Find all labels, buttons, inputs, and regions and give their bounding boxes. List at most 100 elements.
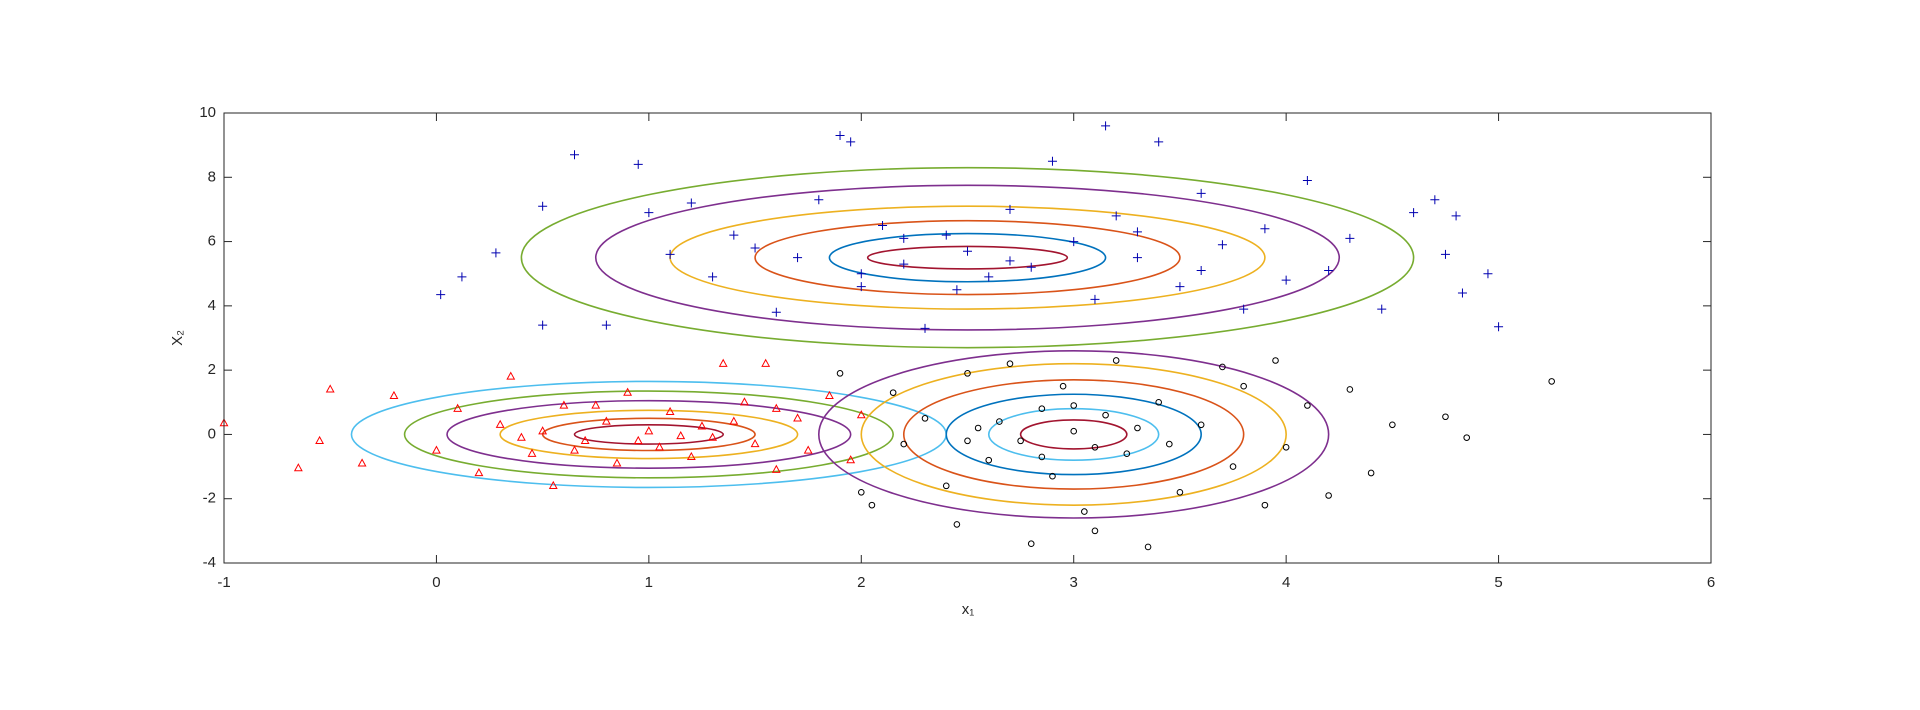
data-point — [1132, 227, 1142, 237]
data-point — [538, 426, 548, 435]
data-point — [750, 439, 760, 448]
data-point — [1166, 440, 1173, 448]
data-point — [1440, 249, 1450, 259]
data-point — [1026, 262, 1036, 272]
y-tick-label: 8 — [208, 168, 216, 185]
data-point — [1229, 463, 1237, 470]
data-point — [580, 435, 590, 444]
data-point — [771, 307, 781, 317]
data-point — [1081, 508, 1088, 515]
data-point — [633, 435, 643, 444]
data-point — [591, 400, 601, 409]
contour-ellipse — [860, 362, 1287, 506]
contour-ellipse — [866, 245, 1069, 270]
data-point — [729, 416, 739, 425]
data-point — [1049, 472, 1056, 480]
contour-ellipse — [754, 219, 1181, 296]
contour-ellipse — [594, 184, 1341, 331]
data-point — [1239, 304, 1249, 314]
contour-ellipse — [828, 232, 1107, 283]
data-point — [1134, 424, 1141, 432]
data-point — [1483, 269, 1493, 279]
data-point — [964, 370, 971, 377]
data-point — [921, 415, 929, 422]
data-point — [633, 159, 643, 169]
data-point — [1457, 288, 1467, 298]
data-point — [623, 387, 633, 396]
data-point — [538, 201, 548, 211]
data-point — [1090, 294, 1100, 304]
data-point — [612, 458, 622, 467]
data-point — [953, 521, 961, 528]
y-tick-label: 6 — [208, 233, 216, 250]
data-point — [857, 489, 865, 496]
data-point — [1302, 176, 1312, 185]
data-point — [974, 424, 982, 432]
data-point — [601, 320, 611, 330]
data-point — [920, 323, 930, 333]
axes-box — [223, 112, 1712, 564]
data-point — [793, 413, 802, 422]
data-point — [771, 464, 781, 473]
data-point — [868, 501, 876, 509]
data-point — [1367, 469, 1375, 477]
data-point — [570, 445, 579, 454]
y-tick-label: 4 — [208, 297, 216, 314]
data-point — [516, 432, 526, 441]
data-point — [1112, 357, 1120, 364]
data-point — [1261, 501, 1269, 509]
data-point — [846, 455, 856, 464]
data-point — [1217, 240, 1227, 250]
x-axis-label: x₁ — [962, 601, 975, 618]
data-point — [963, 246, 972, 256]
data-point — [1154, 137, 1164, 147]
data-point — [293, 463, 303, 472]
data-point — [718, 358, 728, 367]
data-point — [1260, 224, 1270, 234]
data-point — [1123, 450, 1131, 457]
data-point — [1070, 402, 1078, 409]
data-point — [708, 272, 718, 282]
contour-ellipse — [499, 409, 799, 460]
data-point — [1409, 208, 1419, 218]
data-point — [1272, 357, 1279, 364]
x-tick-label: -1 — [217, 574, 230, 591]
data-point — [1070, 427, 1078, 435]
data-point — [708, 432, 718, 441]
data-point — [1017, 437, 1024, 445]
data-point — [1219, 363, 1226, 371]
data-point — [793, 253, 803, 263]
data-point — [315, 435, 325, 444]
y-axis-label: X₂ — [169, 330, 186, 346]
data-point — [506, 371, 516, 380]
x-tick-label: 3 — [1070, 574, 1078, 591]
data-point — [357, 458, 367, 467]
data-point — [1196, 266, 1206, 275]
data-point — [457, 272, 467, 282]
data-point — [964, 437, 971, 445]
data-point — [325, 384, 335, 393]
data-point — [984, 272, 994, 282]
y-tick-label: -2 — [203, 490, 216, 507]
data-point — [1346, 386, 1354, 393]
y-tick-label: -4 — [203, 554, 216, 571]
data-point — [527, 448, 537, 457]
data-point — [761, 358, 771, 367]
data-point — [686, 451, 696, 461]
data-point — [1059, 382, 1067, 390]
data-point — [941, 230, 951, 240]
data-point — [436, 290, 446, 300]
data-point — [1091, 444, 1099, 451]
x-tick-label: 4 — [1282, 574, 1290, 591]
data-point — [952, 285, 962, 295]
data-point — [729, 230, 739, 240]
x-tick-label: 2 — [857, 574, 865, 591]
data-point — [1324, 266, 1334, 275]
data-point — [1102, 411, 1109, 419]
data-point — [1111, 211, 1121, 221]
data-point — [1132, 253, 1142, 263]
plot-content — [219, 121, 1555, 551]
data-point — [803, 445, 813, 454]
